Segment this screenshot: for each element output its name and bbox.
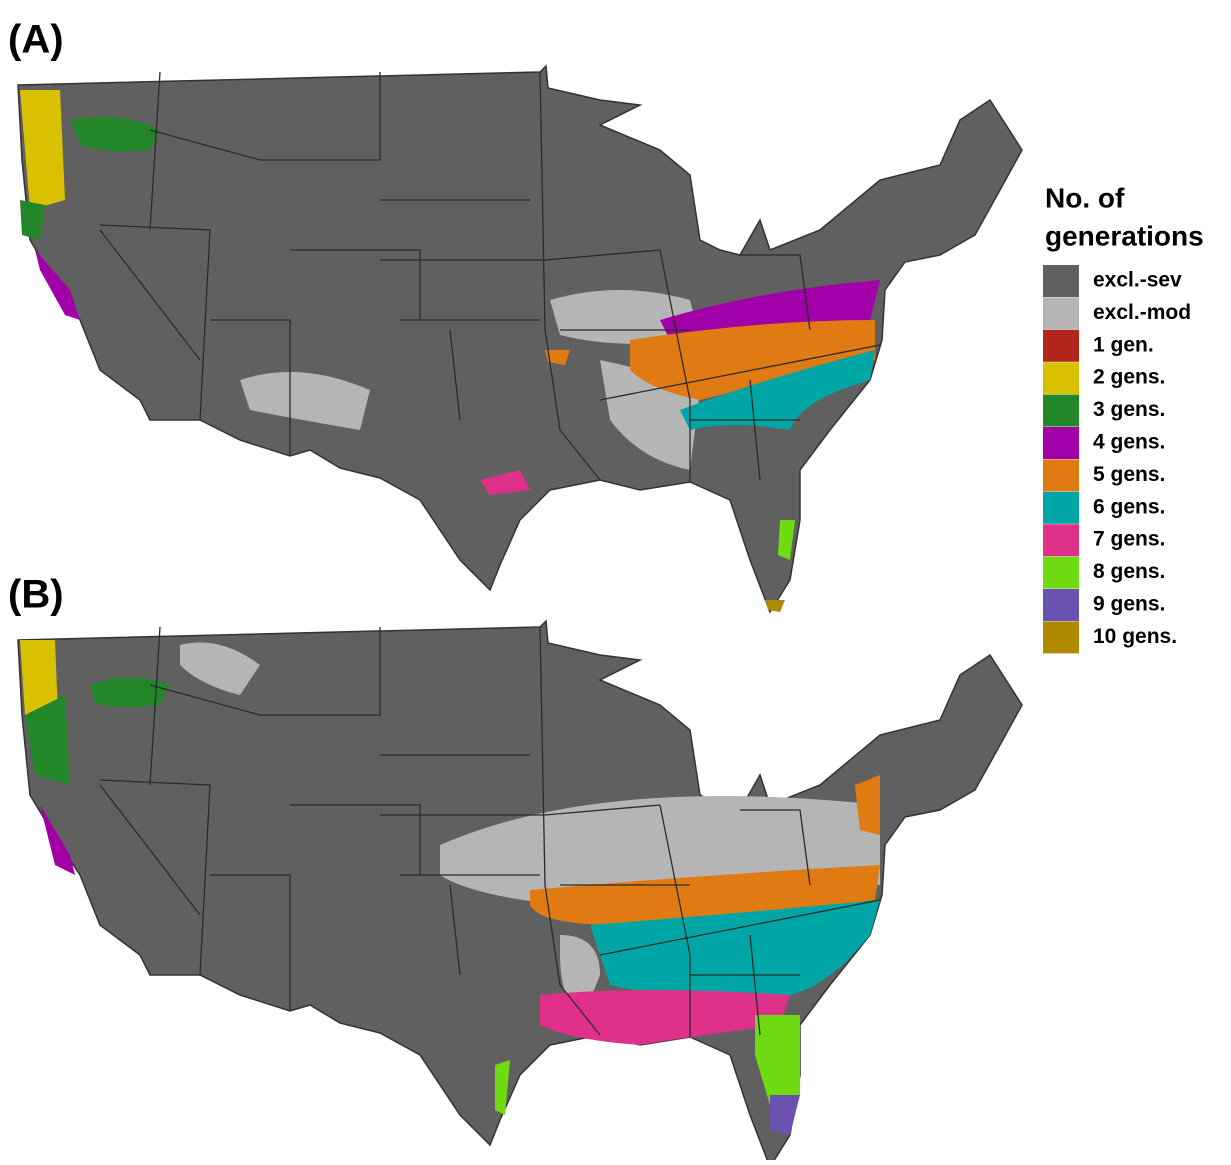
legend-swatch (1043, 621, 1079, 653)
legend-swatch (1043, 492, 1079, 524)
legend-title: generations (1045, 220, 1204, 251)
legend-label: 10 gens. (1093, 625, 1177, 648)
legend-label: 7 gens. (1093, 528, 1165, 551)
legend-label: excl.-sev (1093, 269, 1182, 292)
legend-label: 5 gens. (1093, 463, 1165, 486)
generation-region (765, 600, 785, 612)
legend-swatch (1043, 330, 1079, 362)
map-a (18, 66, 1022, 612)
legend-swatch (1043, 265, 1079, 297)
legend-swatch (1043, 589, 1079, 621)
legend-label: 3 gens. (1093, 398, 1165, 421)
legend-label: 6 gens. (1093, 495, 1165, 518)
map-b (18, 621, 1022, 1160)
generation-region (90, 678, 170, 708)
legend-label: 8 gens. (1093, 560, 1165, 583)
panel-label: (A) (8, 18, 64, 62)
legend-swatch (1043, 427, 1079, 459)
legend-swatch (1043, 557, 1079, 589)
figure: (A) (B) No. of generations excl.-sevexcl… (0, 0, 1231, 1160)
legend-title: No. of (1045, 182, 1125, 213)
legend-swatch (1043, 297, 1079, 329)
legend-label: 2 gens. (1093, 366, 1165, 389)
legend-label: 1 gen. (1093, 333, 1154, 356)
legend: excl.-sev excl.-mod 1 gen. 2 gens. 3 gens. 4 … (1043, 265, 1191, 653)
legend-swatch (1043, 459, 1079, 491)
generation-region (770, 1095, 800, 1135)
panel-label: (B) (8, 573, 64, 617)
legend-swatch (1043, 395, 1079, 427)
legend-label: 4 gens. (1093, 431, 1165, 454)
legend-swatch (1043, 362, 1079, 394)
legend-label: 9 gens. (1093, 593, 1165, 616)
legend-label: excl.-mod (1093, 301, 1191, 324)
legend-swatch (1043, 524, 1079, 556)
